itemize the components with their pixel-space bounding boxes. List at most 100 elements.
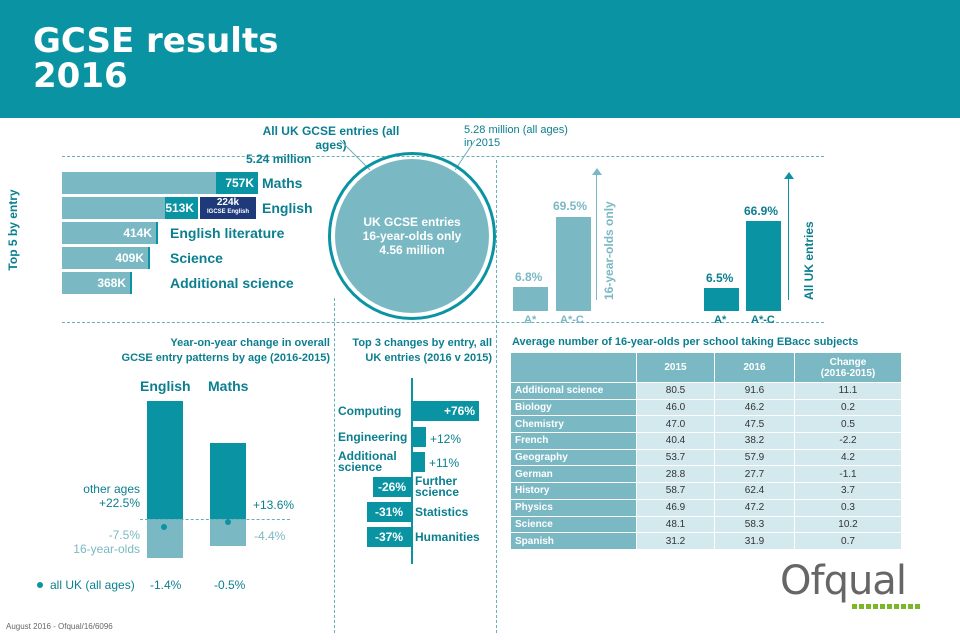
ebacc-header-row: 2015 2016 Change (2016-2015) xyxy=(510,352,902,383)
yoy-english-other-value: +22.5% xyxy=(98,496,140,510)
all-uk-legend-dot xyxy=(37,582,43,588)
ebacc-table: 2015 2016 Change (2016-2015) Additional … xyxy=(510,352,902,550)
ebacc-value-cell: 11.1 xyxy=(794,382,902,400)
ebacc-subject-cell: Chemistry xyxy=(510,415,637,434)
top3-title-line-2: UK entries (2016 v 2015) xyxy=(365,352,492,364)
yoy-english-all-value: -1.4% xyxy=(150,578,182,592)
yoy-english-16: -7.5% 16-year-olds xyxy=(56,528,140,556)
ebacc-header-2015: 2015 xyxy=(636,352,715,383)
entries-circle: UK GCSE entries 16-year-olds only 4.56 m… xyxy=(335,159,489,313)
ebacc-value-cell: 0.2 xyxy=(794,398,902,417)
yoy-other-ages-label: other ages xyxy=(83,482,140,496)
ebacc-value-cell: 58.7 xyxy=(636,482,715,500)
ebacc-value-cell: 27.7 xyxy=(714,465,795,484)
ebacc-value-cell: 91.6 xyxy=(714,382,795,400)
ebacc-value-cell: 46.2 xyxy=(714,398,795,417)
ebacc-value-cell: 0.7 xyxy=(794,532,902,550)
grade-value-all-astar-c: 66.9% xyxy=(744,204,779,218)
prev-entries-label: 5.28 million (all ages) xyxy=(464,124,568,136)
circle-line-3: 4.56 million xyxy=(379,243,445,257)
header-banner xyxy=(0,0,960,118)
ebacc-table-body: Additional science 80.5 91.6 11.1 Biology 46.… xyxy=(510,382,902,550)
top3-label-additional-science: Additional science xyxy=(338,450,397,473)
ebacc-value-cell: 0.5 xyxy=(794,415,902,434)
ebacc-row: Physics 46.9 47.2 0.3 xyxy=(510,498,902,517)
ebacc-subject-cell: Additional science xyxy=(510,382,637,400)
igcse-english-label: IGCSE English xyxy=(206,209,249,215)
top5-bar-maths: 757K xyxy=(62,172,258,194)
grade-cat-16-astar: A* xyxy=(524,314,537,326)
ebacc-subject-cell: Physics xyxy=(510,498,637,517)
grade-bar-all-astar-c xyxy=(746,221,781,311)
entries-ring xyxy=(328,152,496,320)
sixteen-arrow-line xyxy=(596,172,597,300)
circle-line-1: UK GCSE entries xyxy=(363,215,461,229)
grade-cat-all-astar: A* xyxy=(714,314,727,326)
ebacc-row: History 58.7 62.4 3.7 xyxy=(510,482,902,500)
top3-title: Top 3 changes by entry, all UK entries (… xyxy=(338,336,492,366)
ebacc-row: Spanish 31.2 31.9 0.7 xyxy=(510,532,902,550)
divider-right xyxy=(496,160,497,633)
ebacc-value-cell: 47.5 xyxy=(714,415,795,434)
top3-value-engineering: +12% xyxy=(430,432,462,446)
ebacc-header-2016: 2016 xyxy=(714,352,795,383)
ebacc-row: Science 48.1 58.3 10.2 xyxy=(510,515,902,534)
all-uk-entries-label: All UK entries xyxy=(802,221,816,300)
top3-label-further: Further xyxy=(415,474,457,488)
top5-axis-label: Top 5 by entry xyxy=(6,189,20,271)
top3-title-line-1: Top 3 changes by entry, all xyxy=(352,337,492,349)
top3-bar-humanities: -37% xyxy=(367,527,411,547)
top3-axis xyxy=(411,378,413,564)
yoy-english-all-dot xyxy=(161,524,167,530)
top5-value-additional-science: 368K xyxy=(90,272,132,294)
ebacc-header-subject xyxy=(510,352,637,383)
ebacc-row: German 28.8 27.7 -1.1 xyxy=(510,465,902,484)
top5-label-english: English xyxy=(262,200,313,216)
yoy-16-label: 16-year-olds xyxy=(73,542,140,556)
yoy-maths-all-dot xyxy=(225,519,231,525)
yoy-english-other: other ages +22.5% xyxy=(62,482,140,510)
ebacc-value-cell: 28.8 xyxy=(636,465,715,484)
ebacc-value-cell: 10.2 xyxy=(794,515,902,534)
yoy-maths-other-value: +13.6% xyxy=(253,498,295,512)
all-uk-entries-label: All UK GCSE entries (all ages) xyxy=(262,124,400,152)
ebacc-subject-cell: Geography xyxy=(510,448,637,467)
grade-value-16-astar: 6.8% xyxy=(515,270,543,284)
top3-bar-additional-science xyxy=(413,452,425,472)
all-uk-entries-value: 5.24 million xyxy=(246,152,312,166)
yoy-maths-all-value: -0.5% xyxy=(214,578,246,592)
ebacc-value-cell: 46.0 xyxy=(636,398,715,417)
ebacc-subject-cell: Science xyxy=(510,515,637,534)
ebacc-value-cell: 53.7 xyxy=(636,448,715,467)
title-line-2: 2016 xyxy=(33,56,128,96)
top5-value-english: 513K xyxy=(165,197,198,219)
ebacc-value-cell: 46.9 xyxy=(636,498,715,517)
yoy-english-16-value: -7.5% xyxy=(108,528,140,542)
grade-cat-all-astar-c: A*-C xyxy=(751,314,775,326)
all-arrow-line xyxy=(788,178,789,300)
top3-label-humanities: Humanities xyxy=(415,530,480,544)
ebacc-row: Chemistry 47.0 47.5 0.5 xyxy=(510,415,902,434)
ebacc-row: Biology 46.0 46.2 0.2 xyxy=(510,398,902,417)
top3-bar-engineering xyxy=(413,427,426,447)
ebacc-value-cell: 47.2 xyxy=(714,498,795,517)
ebacc-title: Average number of 16-year-olds per schoo… xyxy=(512,336,859,348)
yoy-english-other-bar xyxy=(147,401,183,519)
yoy-maths-label: Maths xyxy=(208,378,249,394)
top3-bar-further-science: -26% xyxy=(373,477,411,497)
top5-label-additional-science: Additional science xyxy=(170,275,294,291)
grade-bar-16-astar xyxy=(513,287,548,311)
top5-bar-science: 409K xyxy=(62,247,150,269)
ebacc-value-cell: 31.2 xyxy=(636,532,715,550)
footer-reference: August 2016 - Ofqual/16/6096 xyxy=(6,622,113,631)
yoy-title: Year-on-year change in overall GCSE entr… xyxy=(60,336,330,366)
all-arrow-head xyxy=(784,172,794,179)
ebacc-value-cell: -1.1 xyxy=(794,465,902,484)
grade-bar-all-astar xyxy=(704,288,739,311)
ebacc-row: French 40.4 38.2 -2.2 xyxy=(510,432,902,450)
igcse-english-bar: 224k IGCSE English xyxy=(200,197,256,219)
divider-middle xyxy=(62,322,824,323)
ebacc-value-cell: 0.3 xyxy=(794,498,902,517)
ebacc-value-cell: 48.1 xyxy=(636,515,715,534)
ebacc-value-cell: 57.9 xyxy=(714,448,795,467)
